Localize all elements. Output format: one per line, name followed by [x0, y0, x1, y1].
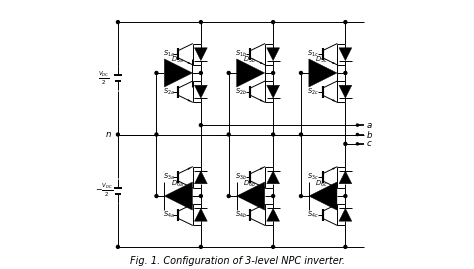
Polygon shape: [332, 168, 335, 169]
Text: $D_{5c}$: $D_{5c}$: [315, 55, 328, 65]
Text: $D_{6a}$: $D_{6a}$: [171, 178, 183, 189]
Circle shape: [344, 72, 347, 75]
Polygon shape: [188, 100, 191, 101]
Circle shape: [117, 133, 119, 136]
Polygon shape: [194, 208, 207, 221]
Circle shape: [117, 21, 119, 24]
Polygon shape: [237, 182, 264, 210]
Circle shape: [227, 133, 230, 136]
Text: $D_{6b}$: $D_{6b}$: [243, 178, 256, 189]
Text: $S_{3b}$: $S_{3b}$: [235, 172, 247, 182]
Polygon shape: [260, 205, 263, 207]
Text: $D_{5a}$: $D_{5a}$: [171, 55, 183, 65]
Polygon shape: [332, 62, 335, 64]
Circle shape: [200, 194, 202, 197]
Text: $\frac{V_{DC}}{2}$: $\frac{V_{DC}}{2}$: [98, 70, 110, 87]
Polygon shape: [267, 85, 280, 98]
Polygon shape: [332, 100, 335, 101]
Polygon shape: [164, 182, 192, 210]
Circle shape: [200, 124, 202, 127]
Circle shape: [155, 194, 158, 197]
Text: $S_{3a}$: $S_{3a}$: [163, 172, 175, 182]
Polygon shape: [339, 171, 352, 184]
Polygon shape: [188, 62, 191, 64]
Polygon shape: [267, 48, 280, 61]
Text: $S_{1a}$: $S_{1a}$: [163, 49, 175, 59]
Text: $S_{2c}$: $S_{2c}$: [307, 87, 319, 97]
Circle shape: [272, 194, 274, 197]
Circle shape: [117, 245, 119, 248]
Polygon shape: [332, 205, 335, 207]
Circle shape: [272, 133, 274, 136]
Circle shape: [155, 72, 158, 75]
Polygon shape: [339, 48, 352, 61]
Circle shape: [300, 133, 302, 136]
Text: Fig. 1. Configuration of 3-level NPC inverter.: Fig. 1. Configuration of 3-level NPC inv…: [129, 256, 345, 266]
Polygon shape: [309, 182, 337, 210]
Text: $D_{5b}$: $D_{5b}$: [243, 55, 256, 65]
Polygon shape: [164, 59, 192, 87]
Text: $S_{2a}$: $S_{2a}$: [163, 87, 175, 97]
Polygon shape: [237, 59, 264, 87]
Circle shape: [155, 133, 158, 136]
Polygon shape: [194, 48, 207, 61]
Circle shape: [272, 21, 274, 24]
Circle shape: [344, 142, 347, 145]
Text: $-\frac{V_{DC}}{2}$: $-\frac{V_{DC}}{2}$: [95, 182, 113, 199]
Circle shape: [356, 124, 358, 126]
Polygon shape: [194, 85, 207, 98]
Text: $c$: $c$: [366, 139, 373, 148]
Circle shape: [200, 72, 202, 75]
Polygon shape: [309, 59, 337, 87]
Circle shape: [300, 194, 302, 197]
Polygon shape: [339, 208, 352, 221]
Text: $D_{6c}$: $D_{6c}$: [315, 178, 328, 189]
Text: $S_{4c}$: $S_{4c}$: [307, 210, 319, 220]
Text: $n$: $n$: [105, 130, 112, 139]
Circle shape: [227, 194, 230, 197]
Circle shape: [272, 245, 274, 248]
Polygon shape: [188, 168, 191, 169]
Circle shape: [356, 143, 358, 145]
Text: $S_{2b}$: $S_{2b}$: [235, 87, 247, 97]
Polygon shape: [194, 171, 207, 184]
Text: $S_{4b}$: $S_{4b}$: [235, 210, 247, 220]
Text: $b$: $b$: [366, 129, 373, 140]
Circle shape: [344, 245, 347, 248]
Polygon shape: [260, 100, 263, 101]
Circle shape: [200, 245, 202, 248]
Polygon shape: [260, 168, 263, 169]
Circle shape: [344, 194, 347, 197]
Polygon shape: [339, 85, 352, 98]
Circle shape: [344, 21, 347, 24]
Text: $S_{1c}$: $S_{1c}$: [307, 49, 319, 59]
Polygon shape: [260, 62, 263, 64]
Circle shape: [356, 133, 358, 136]
Polygon shape: [267, 208, 280, 221]
Circle shape: [227, 72, 230, 75]
Circle shape: [200, 21, 202, 24]
Text: $a$: $a$: [366, 121, 373, 130]
Polygon shape: [188, 205, 191, 207]
Text: $S_{4a}$: $S_{4a}$: [163, 210, 175, 220]
Circle shape: [300, 72, 302, 75]
Text: $S_{1b}$: $S_{1b}$: [235, 49, 247, 59]
Polygon shape: [267, 171, 280, 184]
Circle shape: [272, 72, 274, 75]
Text: $S_{3c}$: $S_{3c}$: [307, 172, 319, 182]
